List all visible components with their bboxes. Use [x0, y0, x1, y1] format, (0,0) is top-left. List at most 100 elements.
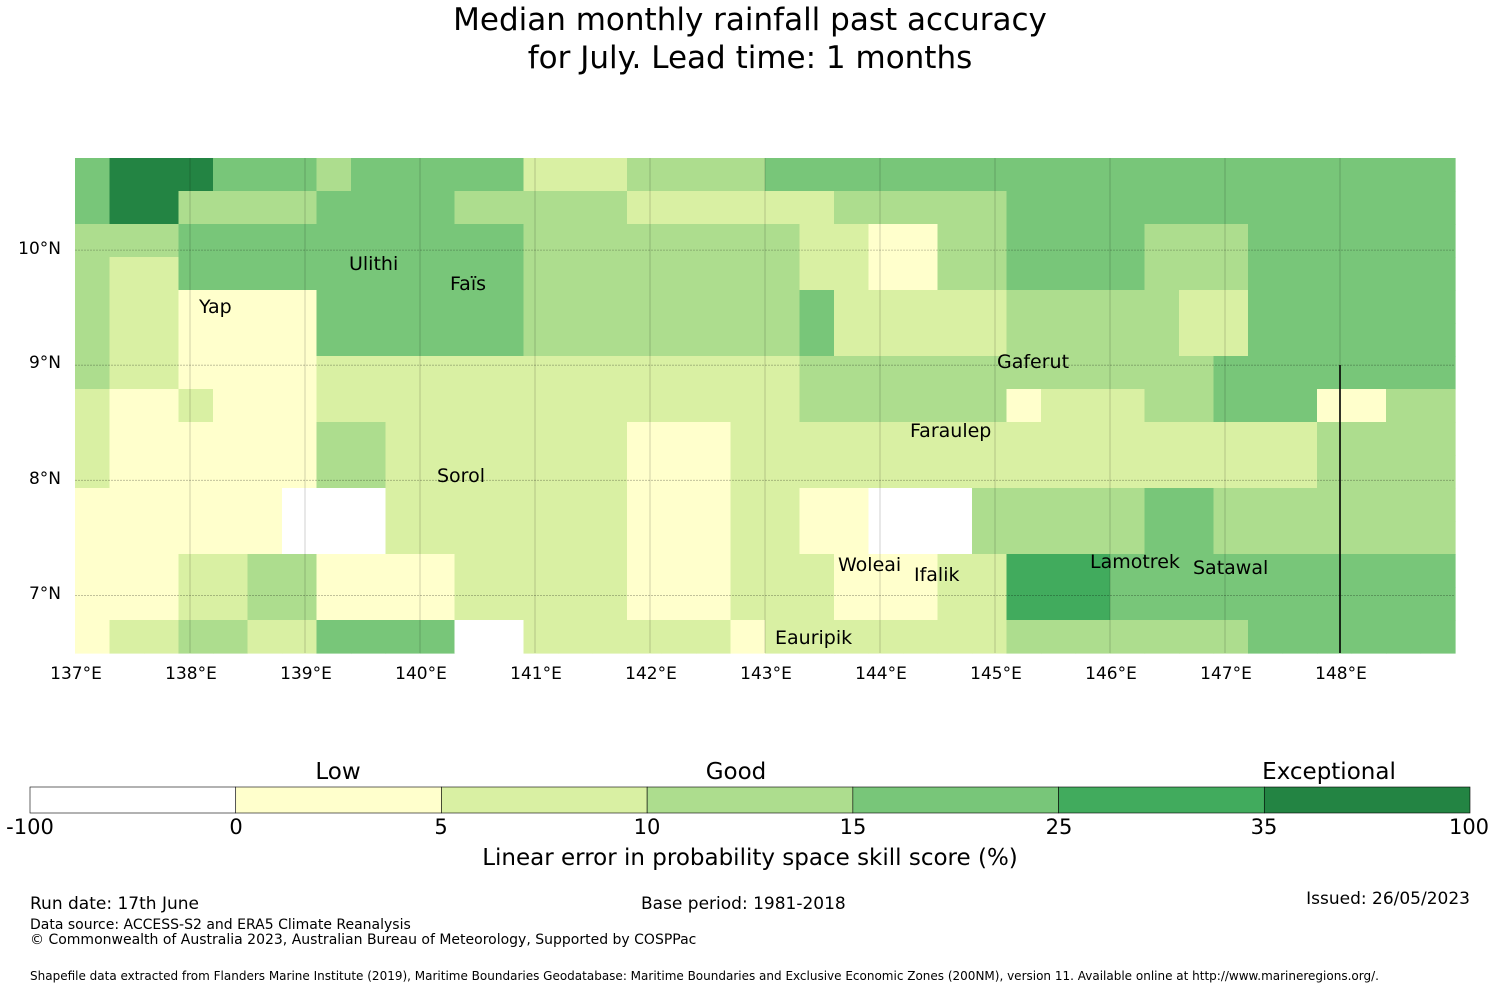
- grid-cell: [75, 455, 111, 489]
- grid-cell: [661, 620, 697, 654]
- grid-cell: [178, 323, 214, 357]
- grid-cell: [316, 389, 352, 423]
- grid-cell: [1110, 356, 1146, 390]
- grid-cell: [834, 356, 870, 390]
- lat-tick-9: 9°N: [28, 353, 61, 373]
- grid-cell: [1420, 554, 1456, 588]
- grid-cell: [109, 158, 145, 192]
- grid-cell: [1351, 620, 1387, 654]
- grid-cell: [213, 587, 249, 621]
- grid-cell: [972, 356, 1008, 390]
- grid-cell: [316, 521, 352, 555]
- grid-cell: [420, 389, 456, 423]
- grid-cell: [661, 191, 697, 225]
- grid-cell: [1386, 554, 1422, 588]
- grid-cell: [489, 356, 525, 390]
- grid-cell: [765, 587, 801, 621]
- grid-cell: [75, 224, 111, 258]
- colorbar-tick: 0: [229, 815, 243, 839]
- colorbar: [29, 786, 1471, 814]
- grid-cell: [661, 158, 697, 192]
- grid-cell: [972, 488, 1008, 522]
- grid-cell: [385, 191, 421, 225]
- grid-cell: [109, 521, 145, 555]
- grid-cell: [1041, 323, 1077, 357]
- grid-cell: [489, 158, 525, 192]
- grid-cell: [1386, 224, 1422, 258]
- grid-cell: [730, 620, 766, 654]
- grid-cell: [627, 554, 663, 588]
- grid-cell: [489, 191, 525, 225]
- grid-cell: [972, 521, 1008, 555]
- grid-cell: [178, 356, 214, 390]
- grid-cell: [144, 455, 180, 489]
- grid-cell: [627, 422, 663, 456]
- grid-cell: [1144, 422, 1180, 456]
- grid-cell: [1248, 521, 1284, 555]
- lon-tick-138: 138°E: [165, 664, 217, 684]
- grid-cell: [385, 356, 421, 390]
- grid-cell: [834, 620, 870, 654]
- grid-cell: [1006, 455, 1042, 489]
- grid-cell: [1110, 488, 1146, 522]
- grid-cell: [523, 356, 559, 390]
- grid-cell: [178, 554, 214, 588]
- grid-cell: [765, 191, 801, 225]
- grid-cell: [247, 554, 283, 588]
- grid-cell: [765, 290, 801, 324]
- issued-date: Issued: 26/05/2023: [1306, 889, 1470, 909]
- grid-cell: [316, 224, 352, 258]
- grid-cell: [972, 389, 1008, 423]
- grid-cell: [1075, 290, 1111, 324]
- colorbar-tick: 35: [1250, 815, 1278, 839]
- grid-cell: [1213, 422, 1249, 456]
- grid-cell: [1317, 455, 1353, 489]
- grid-cell: [454, 455, 490, 489]
- lat-tick-10: 10°N: [18, 239, 61, 259]
- grid-cell: [420, 620, 456, 654]
- grid-cell: [351, 620, 387, 654]
- lon-tick-139: 139°E: [280, 664, 332, 684]
- grid-cell: [282, 290, 318, 324]
- grid-cell: [1075, 323, 1111, 357]
- grid-cell: [420, 455, 456, 489]
- grid-cell: [213, 158, 249, 192]
- grid-cell: [523, 191, 559, 225]
- colorbar-category-low: Low: [315, 759, 361, 785]
- grid-cell: [558, 158, 594, 192]
- grid-cell: [592, 455, 628, 489]
- grid-cell: [489, 587, 525, 621]
- grid-cell: [1317, 521, 1353, 555]
- grid-cell: [247, 455, 283, 489]
- grid-cell: [903, 158, 939, 192]
- grid-cell: [109, 620, 145, 654]
- grid-cell: [454, 356, 490, 390]
- grid-cell: [1420, 224, 1456, 258]
- grid-cell: [868, 587, 904, 621]
- grid-cell: [247, 620, 283, 654]
- grid-cell: [1282, 191, 1318, 225]
- grid-cell: [972, 620, 1008, 654]
- graticule: [75, 158, 1455, 653]
- grid-cell: [420, 191, 456, 225]
- grid-cell: [627, 290, 663, 324]
- grid-cell: [1248, 422, 1284, 456]
- grid-cell: [1144, 257, 1180, 291]
- lat-tick-8: 8°N: [28, 469, 61, 489]
- grid-cell: [1282, 554, 1318, 588]
- grid-cell: [213, 191, 249, 225]
- grid-cell: [316, 356, 352, 390]
- grid-cell: [1282, 356, 1318, 390]
- grid-cell: [1006, 554, 1042, 588]
- place-label-satawal: Satawal: [1193, 557, 1269, 579]
- grid-cell: [730, 389, 766, 423]
- grid-cell: [454, 620, 490, 654]
- grid-cell: [213, 290, 249, 324]
- grid-cell: [420, 158, 456, 192]
- grid-cell: [834, 587, 870, 621]
- grid-cell: [454, 224, 490, 258]
- grid-cell: [489, 323, 525, 357]
- grid-cell: [1041, 224, 1077, 258]
- grid-cell: [1006, 521, 1042, 555]
- place-label-gaferut: Gaferut: [997, 351, 1070, 373]
